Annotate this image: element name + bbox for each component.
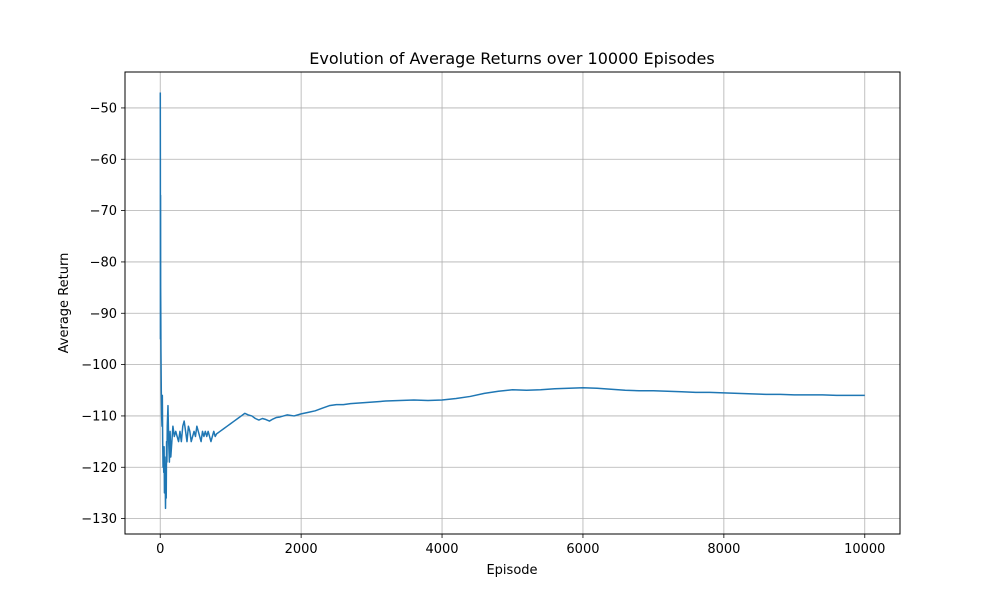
y-tick-label: −120: [81, 461, 117, 476]
x-tick-label: 2000: [285, 542, 318, 557]
y-tick-label: −100: [81, 358, 117, 373]
x-tick-label: 8000: [707, 542, 740, 557]
y-tick-label: −110: [81, 409, 117, 424]
x-axis-label: Episode: [486, 563, 537, 578]
chart-title: Evolution of Average Returns over 10000 …: [309, 49, 714, 68]
x-tick-label: 4000: [425, 542, 458, 557]
y-tick-label: −50: [90, 101, 117, 116]
y-tick-label: −70: [90, 204, 117, 219]
x-tick-label: 0: [156, 542, 164, 557]
y-tick-label: −130: [81, 512, 117, 527]
x-tick-label: 10000: [844, 542, 885, 557]
x-axis-ticks: 0 2000 4000 6000 8000 10000: [156, 534, 885, 557]
y-axis-label: Average Return: [57, 253, 72, 354]
grid-lines: [125, 72, 900, 534]
plot-frame: [124, 71, 901, 535]
x-tick-label: 6000: [566, 542, 599, 557]
y-tick-label: −80: [90, 255, 117, 270]
y-tick-label: −90: [90, 307, 117, 322]
y-tick-label: −60: [90, 153, 117, 168]
data-series: [159, 92, 865, 510]
series-line: [159, 92, 865, 510]
y-axis-ticks: −50 −60 −70 −80 −90 −100 −110 −120 −130: [81, 101, 125, 527]
